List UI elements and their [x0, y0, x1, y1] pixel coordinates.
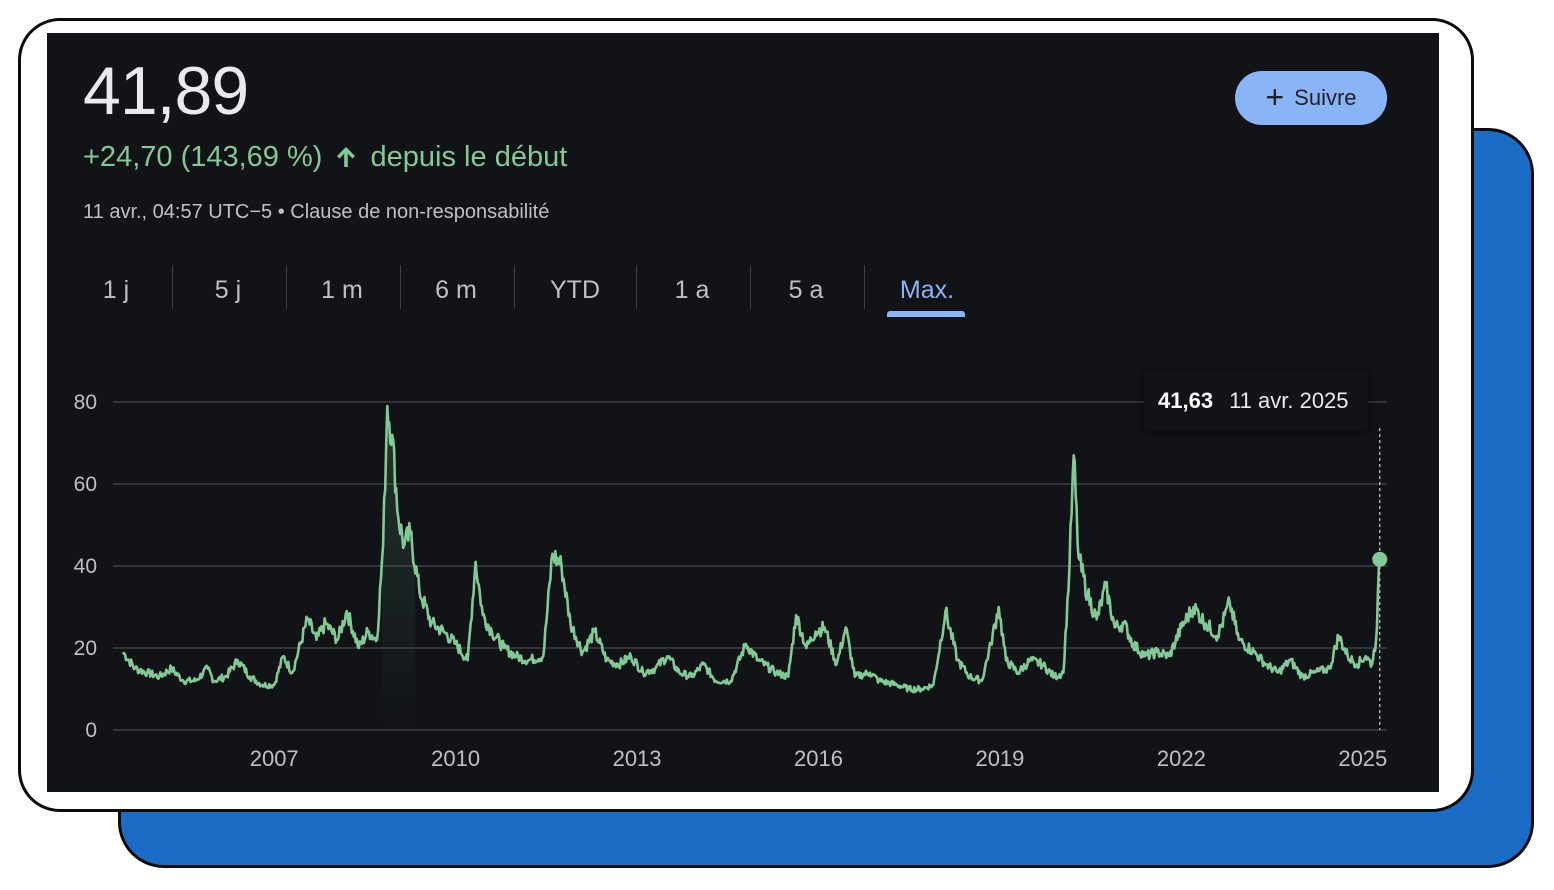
tab-1-month[interactable]: 1 m	[321, 275, 363, 304]
y-tick-label: 40	[74, 555, 97, 578]
tab-divider	[286, 265, 287, 309]
tab-5-days[interactable]: 5 j	[214, 275, 242, 304]
tab-1-year[interactable]: 1 a	[674, 275, 710, 304]
arrow-up-icon	[336, 141, 358, 177]
stock-chart-panel: 41,89 +24,70 (143,69 %) depuis le début …	[47, 33, 1439, 792]
tab-1-day[interactable]: 1 j	[102, 275, 130, 304]
tab-divider	[400, 265, 401, 309]
price-change-value: +24,70 (143,69 %)	[83, 141, 323, 173]
x-tick-label: 2013	[613, 746, 662, 771]
active-tab-indicator	[887, 311, 965, 317]
tab-max[interactable]: Max.	[899, 275, 955, 304]
tab-divider	[636, 265, 637, 309]
plus-icon: +	[1265, 78, 1285, 115]
y-tick-label: 0	[85, 719, 97, 742]
range-tabs: 1 j 5 j 1 m 6 m YTD 1 a 5 a Max.	[47, 265, 1047, 321]
x-tick-label: 2016	[794, 746, 843, 771]
tab-ytd[interactable]: YTD	[550, 275, 600, 304]
price-change: +24,70 (143,69 %) depuis le début	[83, 139, 567, 177]
hover-point-marker	[1372, 551, 1388, 567]
x-tick-label: 2022	[1157, 746, 1206, 771]
tab-divider	[864, 265, 865, 309]
tab-6-months[interactable]: 6 m	[435, 275, 477, 304]
x-tick-label: 2019	[975, 746, 1024, 771]
y-tick-label: 80	[74, 391, 97, 414]
tooltip-value: 41,63	[1158, 388, 1214, 413]
x-tick-label: 2025	[1338, 746, 1387, 771]
price-change-suffix: depuis le début	[370, 141, 568, 173]
series-line	[121, 404, 1381, 694]
series-area-fill	[382, 406, 416, 730]
chart-tooltip: 41,63 11 avr. 2025	[1144, 371, 1368, 431]
x-tick-label: 2007	[250, 746, 299, 771]
tab-divider	[750, 265, 751, 309]
tab-divider	[514, 265, 515, 309]
follow-button[interactable]: + Suivre	[1235, 71, 1387, 125]
y-tick-label: 60	[74, 473, 97, 496]
current-price: 41,89	[83, 53, 249, 129]
tab-5-years[interactable]: 5 a	[788, 275, 824, 304]
x-tick-label: 2010	[431, 746, 480, 771]
tooltip-date: 11 avr. 2025	[1229, 388, 1349, 413]
y-tick-label: 20	[74, 637, 97, 660]
follow-button-label: Suivre	[1294, 85, 1357, 110]
tab-divider	[172, 265, 173, 309]
quote-timestamp[interactable]: 11 avr., 04:57 UTC−5 • Clause de non-res…	[83, 201, 550, 223]
